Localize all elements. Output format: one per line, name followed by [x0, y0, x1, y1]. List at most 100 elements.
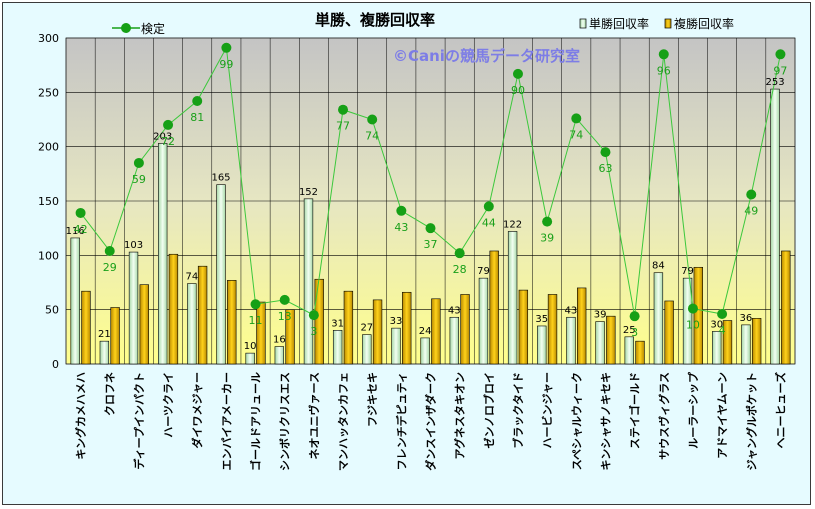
bar-tansho — [216, 184, 226, 365]
x-tick-label: フジキセキ — [366, 372, 379, 427]
kentei-point — [192, 96, 203, 107]
kentei-label: 29 — [103, 261, 117, 274]
chart-title: 単勝、複勝回収率 — [315, 11, 435, 29]
kentei-point — [163, 119, 174, 130]
bar-fukusho — [343, 290, 354, 365]
bar-tansho — [158, 143, 168, 365]
kentei-label: 43 — [394, 221, 408, 234]
kentei-point — [250, 299, 261, 310]
bar-fukusho — [722, 320, 733, 365]
y-tick-label: 100 — [38, 249, 59, 262]
data-label-tansho: 253 — [765, 77, 784, 88]
data-label-tansho: 116 — [66, 226, 85, 237]
data-label-tansho: 122 — [503, 219, 522, 230]
kentei-label: 63 — [598, 162, 612, 175]
bar-fukusho — [547, 294, 558, 365]
kentei-label: 49 — [744, 204, 758, 217]
data-label-tansho: 21 — [98, 329, 111, 340]
bar-fukusho — [781, 250, 791, 365]
bar-tansho — [653, 272, 664, 365]
x-tick-label: ハービンジャー — [540, 372, 554, 448]
data-label-tansho: 39 — [594, 310, 607, 321]
kentei-label: 42 — [74, 223, 88, 236]
data-label-tansho: 79 — [477, 266, 490, 277]
data-label-tansho: 10 — [244, 341, 257, 352]
kentei-point — [104, 245, 115, 256]
bar-fukusho — [606, 315, 616, 365]
kentei-label: 59 — [132, 173, 146, 186]
kentei-label: 74 — [365, 130, 379, 143]
x-tick-label: エンパイアメーカー — [220, 372, 233, 470]
legend-label-tansho: 単勝回収率 — [589, 16, 649, 31]
bar-tansho — [187, 283, 197, 365]
data-label-tansho: 33 — [390, 316, 403, 327]
bar-fukusho — [314, 278, 324, 365]
y-tick-label: 300 — [38, 32, 59, 45]
bar-tansho — [712, 331, 722, 365]
kentei-label: 44 — [482, 216, 496, 229]
x-tick-label: ゼンノロブロイ — [482, 372, 496, 448]
bar-fukusho — [518, 289, 529, 365]
bar-fukusho — [81, 290, 91, 365]
kentei-label: 74 — [569, 128, 583, 141]
kentei-point — [512, 68, 523, 79]
bar-tansho — [449, 316, 459, 365]
kentei-point — [629, 311, 640, 322]
bar-fukusho — [693, 266, 703, 365]
kentei-label: 3 — [310, 325, 317, 338]
bar-fukusho — [168, 253, 179, 365]
kentei-point — [338, 104, 349, 115]
kentei-point — [542, 216, 553, 227]
kentei-point — [454, 248, 465, 259]
x-tick-label: マンハッタンカフェ — [337, 372, 350, 471]
kentei-label: 3 — [631, 326, 638, 339]
x-tick-label: ゴールドアリュール — [249, 372, 263, 471]
kentei-point — [775, 49, 786, 60]
x-tick-label: ダイワメジャー — [190, 372, 204, 448]
x-tick-label: シンボリクリスエス — [278, 372, 292, 471]
bar-fukusho — [635, 340, 645, 365]
x-tick-label: ヘニーヒューズ — [773, 372, 787, 448]
bar-tansho — [507, 231, 518, 365]
bar-tansho — [274, 346, 284, 365]
legend-label-fukusho: 複勝回収率 — [674, 16, 734, 31]
kentei-point — [367, 114, 378, 125]
bar-tansho — [99, 340, 110, 365]
bar-fukusho — [402, 291, 412, 365]
bar-tansho — [624, 336, 634, 365]
x-tick-label: ハーツクライ — [162, 372, 175, 438]
kentei-point — [600, 147, 611, 158]
data-label-tansho: 79 — [681, 266, 694, 277]
data-label-tansho: 31 — [331, 318, 344, 329]
legend-swatch-fukusho — [664, 18, 672, 29]
data-label-tansho: 43 — [565, 305, 578, 316]
bar-tansho — [70, 237, 80, 365]
legend-line-marker — [121, 23, 131, 33]
x-tick-label: ジャングルポケット — [744, 372, 758, 470]
data-label-tansho: 152 — [299, 187, 318, 198]
kentei-label: 97 — [773, 64, 787, 77]
y-tick-label: 150 — [38, 195, 59, 208]
bar-tansho — [537, 325, 547, 365]
y-tick-label: 0 — [52, 358, 59, 371]
x-tick-label: ダンスインザダーク — [424, 372, 438, 471]
bar-tansho — [420, 337, 430, 365]
x-tick-label: スペシャルウィーク — [570, 372, 583, 470]
x-tick-label: ブラックタイド — [511, 372, 525, 449]
bar-fukusho — [489, 250, 499, 365]
kentei-point — [133, 157, 144, 168]
kentei-label: 4 — [719, 324, 726, 337]
data-label-tansho: 36 — [740, 313, 753, 324]
kentei-point — [75, 207, 86, 218]
legend-swatch-tansho — [579, 18, 587, 29]
legend-line-label: 検定 — [141, 21, 165, 36]
data-label-tansho: 203 — [153, 131, 172, 142]
x-tick-label: クロフネ — [104, 372, 117, 416]
x-tick-label: ルーラーシップ — [686, 371, 700, 449]
y-tick-label: 200 — [38, 141, 59, 154]
bar-tansho — [362, 334, 372, 365]
kentei-label: 28 — [453, 263, 467, 276]
kentei-label: 77 — [336, 120, 350, 133]
